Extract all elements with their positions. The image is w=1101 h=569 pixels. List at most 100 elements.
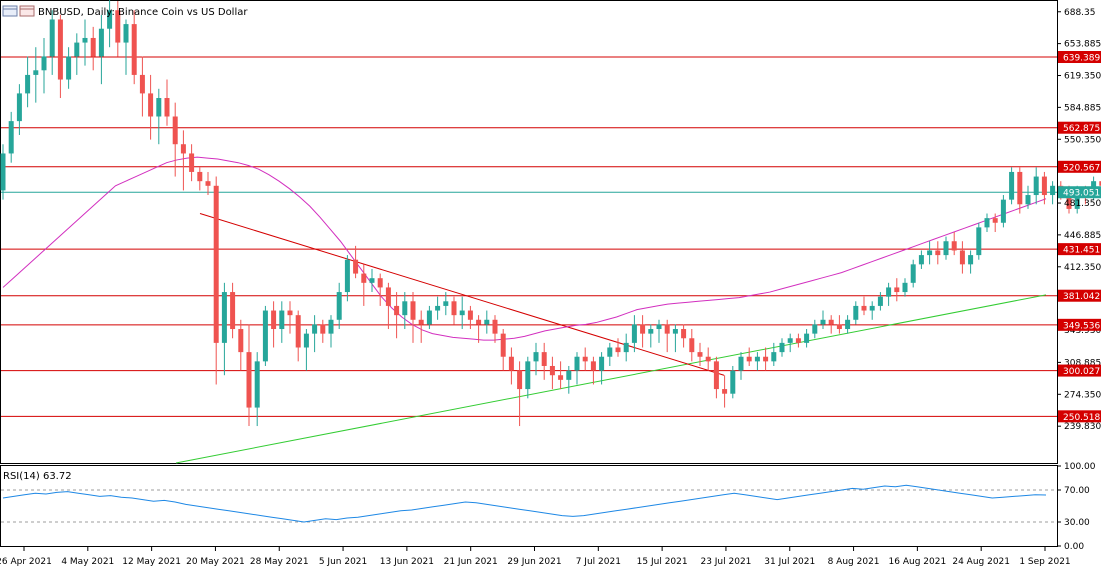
candle-body (90, 37, 96, 57)
candle (82, 19, 88, 66)
candle (271, 301, 277, 348)
candle (33, 47, 39, 103)
candle (533, 342, 539, 376)
candle-body (41, 56, 47, 71)
candle-body (607, 347, 613, 357)
candle (746, 347, 752, 366)
candle (1033, 167, 1039, 205)
candle (615, 338, 621, 357)
candle (935, 241, 941, 265)
candle (631, 315, 637, 353)
candle-body (1009, 171, 1015, 200)
candle-body (517, 370, 523, 390)
rsi-tick-label: 70.00 (1064, 486, 1090, 496)
candle-body (599, 356, 605, 371)
date-tick-label: 23 Jul 2021 (700, 557, 751, 567)
rsi-plot-frame (0, 465, 1058, 547)
candle (369, 268, 375, 293)
candle-body (205, 181, 211, 186)
candle-body (156, 98, 162, 117)
candle (992, 213, 998, 232)
candle-body (828, 319, 834, 325)
candle-body (861, 305, 867, 311)
candle (156, 88, 162, 145)
candle (869, 301, 875, 320)
candle (426, 305, 432, 330)
price-tick-label: 584.885 (1064, 103, 1101, 113)
candle (312, 315, 318, 353)
candle-body (845, 319, 851, 330)
price-level-label: 349.536 (1063, 321, 1100, 331)
chart-window-icon[interactable] (2, 5, 35, 17)
candle (590, 356, 596, 385)
price-level-tag (1058, 364, 1101, 377)
candle-body (394, 305, 400, 316)
symbol-info: BNBUSD, Daily: Binance Coin vs US Dollar (38, 7, 248, 18)
candle (385, 282, 391, 330)
candle (213, 176, 219, 385)
candle-body (795, 338, 801, 343)
candle (812, 319, 818, 339)
date-tick-label: 8 Aug 2021 (828, 557, 880, 567)
candle (959, 241, 965, 274)
candle-body (631, 324, 637, 343)
candle-body (435, 305, 441, 311)
candle (320, 319, 326, 343)
candle (779, 338, 785, 357)
candle (623, 333, 629, 362)
candle (1000, 195, 1006, 228)
candle-body (713, 361, 719, 390)
candle-body (615, 347, 621, 353)
candle-body (443, 301, 449, 306)
candle-body (730, 370, 736, 394)
candle-body (566, 370, 572, 380)
candle (582, 347, 588, 371)
candle (467, 305, 473, 330)
main-plot-frame (0, 0, 1058, 464)
candle-body (943, 241, 949, 256)
candle (910, 259, 916, 288)
price-tick-label: 308.885 (1064, 358, 1101, 368)
candle-body (139, 74, 145, 94)
candle-body (697, 352, 703, 357)
candle-body (1025, 195, 1031, 205)
price-tick-label: 412.350 (1064, 263, 1101, 273)
candle (705, 347, 711, 371)
candle (148, 74, 154, 140)
date-tick-label: 13 Jun 2021 (380, 557, 434, 567)
candle-body (508, 356, 514, 371)
candle (0, 144, 6, 200)
candle-body (533, 352, 539, 362)
candle (1050, 181, 1056, 205)
price-level-label: 562.875 (1063, 124, 1100, 134)
date-tick-label: 15 Jul 2021 (637, 557, 688, 567)
candle (8, 111, 14, 163)
price-level-label: 300.027 (1063, 367, 1100, 377)
date-tick-label: 26 Apr 2021 (0, 557, 52, 567)
candle (57, 14, 63, 99)
current-price-label: 493.051 (1063, 189, 1100, 199)
candle-body (877, 296, 883, 306)
candle-body (1050, 185, 1056, 196)
price-level-label: 520.567 (1063, 163, 1100, 173)
candle-body (779, 342, 785, 353)
candle (877, 292, 883, 311)
candle-body (812, 324, 818, 334)
candle (1017, 167, 1023, 214)
candle (787, 333, 793, 353)
candle (344, 255, 350, 302)
price-tick-label: 481.350 (1064, 199, 1101, 209)
uptrend-line (175, 294, 1047, 464)
candle (164, 79, 170, 126)
candle (968, 250, 974, 274)
candle (820, 310, 826, 330)
candle (303, 329, 309, 371)
candle-body (754, 356, 760, 362)
date-tick-label: 7 Jul 2021 (576, 557, 621, 567)
price-tick-label: 274.350 (1064, 390, 1101, 400)
candle (74, 33, 80, 75)
candle (549, 356, 555, 390)
candle-body (66, 56, 72, 80)
candle (1041, 171, 1047, 205)
price-level-label: 381.042 (1063, 292, 1100, 302)
